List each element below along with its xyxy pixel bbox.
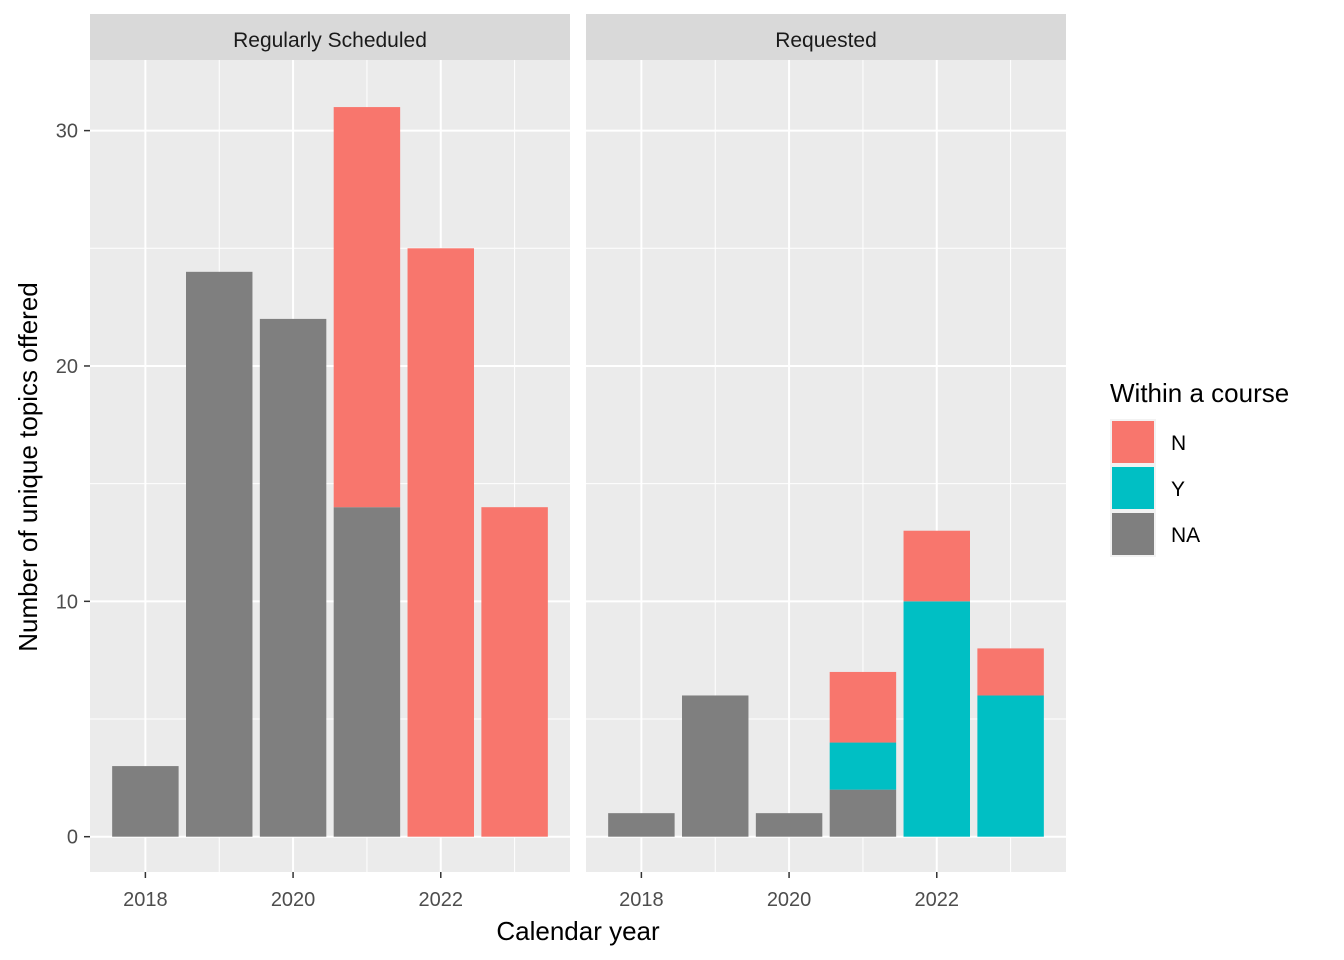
- facet-strip: [90, 14, 570, 60]
- y-tick-label: 20: [56, 356, 78, 378]
- facet-strip-label: Regularly Scheduled: [233, 29, 427, 52]
- legend-label: Y: [1171, 478, 1185, 501]
- legend-key-na: [1112, 513, 1154, 555]
- facet-strip-label: Requested: [775, 29, 877, 52]
- legend-label: N: [1171, 432, 1186, 455]
- legend-label: NA: [1171, 524, 1200, 547]
- x-tick-label: 2018: [619, 889, 664, 911]
- bar-segment-y: [829, 742, 897, 790]
- bar-segment-n: [333, 107, 401, 508]
- legend-key-y: [1112, 467, 1154, 509]
- bar-segment-na: [829, 789, 897, 837]
- bar-segment-na: [186, 271, 253, 837]
- x-tick-label: 2022: [915, 889, 960, 911]
- panel-1: Regularly Scheduled 2018 2020 2022: [90, 14, 570, 911]
- bar-segment-y: [977, 695, 1044, 837]
- bar-segment-n: [903, 530, 970, 602]
- x-tick-label: 2022: [419, 889, 464, 911]
- facet-strip: [586, 14, 1066, 60]
- panel-2: Requested 2018 2020 2022: [586, 14, 1066, 911]
- bar-segment-n: [829, 671, 897, 743]
- x-axis-title: Calendar year: [496, 916, 660, 946]
- bar-segment-y: [903, 601, 970, 837]
- x-tick-label: 2020: [767, 889, 812, 911]
- bar-segment-n: [481, 507, 548, 837]
- bar-segment-n: [977, 648, 1044, 696]
- legend-key-n: [1112, 421, 1154, 463]
- y-tick-label: 30: [56, 121, 78, 143]
- y-axis: 0 10 20 30: [56, 121, 90, 849]
- bar-segment-na: [682, 695, 749, 837]
- bar-segment-na: [333, 507, 401, 837]
- bar-segment-na: [112, 766, 179, 837]
- legend: Within a course NY NA: [1110, 378, 1289, 557]
- bar-segment-na: [755, 813, 823, 837]
- y-tick-label: 10: [56, 591, 78, 613]
- y-axis-title: Number of unique topics offered: [13, 282, 43, 652]
- bar-segment-n: [407, 248, 474, 837]
- x-tick-label: 2020: [271, 889, 316, 911]
- y-tick-label: 0: [67, 827, 78, 849]
- bar-segment-na: [608, 813, 675, 837]
- bar-segment-na: [259, 318, 327, 837]
- legend-title: Within a course: [1110, 378, 1289, 408]
- x-tick-label: 2018: [123, 889, 168, 911]
